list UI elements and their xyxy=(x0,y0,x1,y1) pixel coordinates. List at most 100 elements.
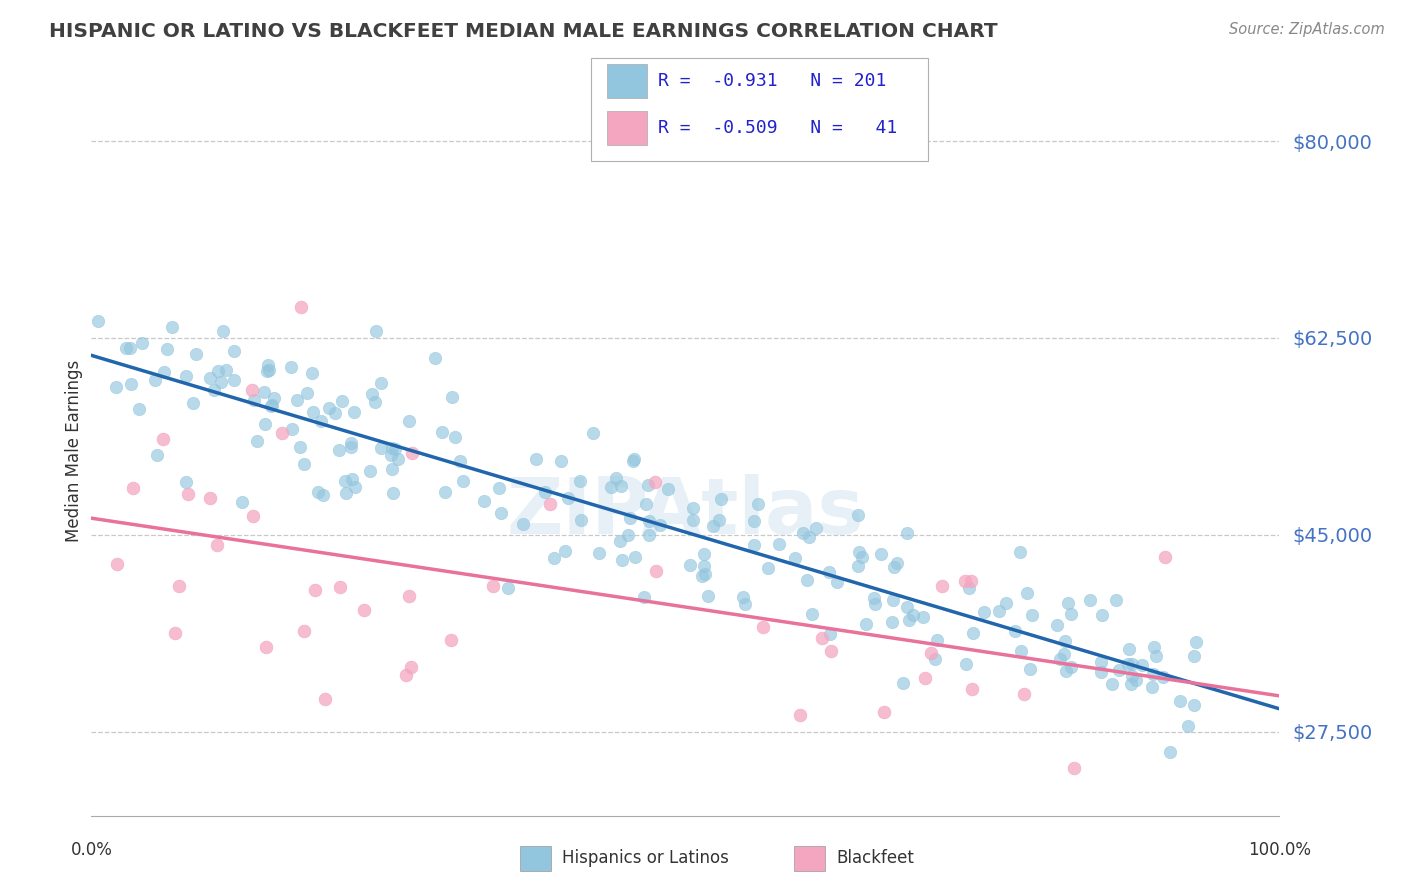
Point xyxy=(702,519,724,533)
Point xyxy=(820,644,842,658)
Point xyxy=(682,513,704,527)
Point xyxy=(962,681,984,696)
Point xyxy=(817,566,839,580)
Point xyxy=(931,579,953,593)
Point xyxy=(1090,665,1112,679)
Text: R =  -0.931   N = 201: R = -0.931 N = 201 xyxy=(658,72,886,90)
Point xyxy=(353,603,375,617)
Point xyxy=(1146,648,1168,663)
Point xyxy=(543,551,565,566)
Point xyxy=(330,394,353,409)
Point xyxy=(1054,634,1077,648)
Point xyxy=(707,513,730,527)
Point xyxy=(200,370,222,384)
Point xyxy=(156,343,179,357)
Point xyxy=(534,484,557,499)
Point xyxy=(153,366,176,380)
Text: 100.0%: 100.0% xyxy=(1249,841,1310,859)
Point xyxy=(489,506,512,520)
Point xyxy=(290,300,312,314)
Point xyxy=(381,441,404,455)
Point xyxy=(1140,680,1163,694)
Point xyxy=(292,457,315,471)
Point xyxy=(1108,663,1130,677)
Point xyxy=(524,452,547,467)
Point xyxy=(863,591,886,605)
Point xyxy=(987,604,1010,618)
Point xyxy=(610,479,633,493)
Point xyxy=(955,657,977,671)
Point xyxy=(366,324,388,338)
Point xyxy=(804,521,827,535)
Point xyxy=(288,440,311,454)
Point xyxy=(605,471,627,485)
Point xyxy=(623,452,645,467)
Point xyxy=(901,607,924,622)
Point xyxy=(398,414,420,428)
Point xyxy=(242,509,264,524)
Point xyxy=(617,528,640,542)
Point xyxy=(648,517,671,532)
Point xyxy=(301,366,323,380)
Point xyxy=(280,359,302,374)
Point xyxy=(880,615,903,630)
Point xyxy=(246,434,269,449)
Point xyxy=(304,582,326,597)
Point xyxy=(742,538,765,552)
Point xyxy=(638,515,661,529)
Point xyxy=(633,590,655,604)
Point xyxy=(800,607,823,622)
Text: HISPANIC OR LATINO VS BLACKFEET MEDIAN MALE EARNINGS CORRELATION CHART: HISPANIC OR LATINO VS BLACKFEET MEDIAN M… xyxy=(49,22,998,41)
Point xyxy=(796,573,818,587)
Point xyxy=(451,474,474,488)
Point xyxy=(768,536,790,550)
Point xyxy=(184,347,207,361)
Point xyxy=(645,565,668,579)
Point xyxy=(960,574,983,588)
Point xyxy=(115,341,138,355)
Point xyxy=(619,510,641,524)
Point xyxy=(253,385,276,400)
Point xyxy=(1015,586,1038,600)
Point xyxy=(962,626,984,640)
Point xyxy=(440,390,463,404)
Point xyxy=(363,395,385,409)
Text: R =  -0.509   N =   41: R = -0.509 N = 41 xyxy=(658,120,897,137)
Point xyxy=(1049,652,1071,666)
Point xyxy=(756,561,779,575)
Point xyxy=(344,480,367,494)
Point xyxy=(1105,593,1128,607)
Point xyxy=(863,597,886,611)
Point xyxy=(263,392,285,406)
Point xyxy=(1063,761,1085,775)
Point xyxy=(582,425,605,440)
Point xyxy=(742,514,765,528)
Point xyxy=(1121,669,1143,683)
Point xyxy=(792,526,814,541)
Point xyxy=(342,472,364,486)
Point xyxy=(1091,607,1114,622)
Point xyxy=(87,314,110,328)
Point xyxy=(176,368,198,383)
Point xyxy=(955,574,977,588)
Point xyxy=(623,549,645,564)
Point xyxy=(328,442,350,457)
Point xyxy=(797,530,820,544)
Point xyxy=(873,705,896,719)
Point xyxy=(260,398,283,412)
Point xyxy=(609,533,631,548)
Point xyxy=(1182,648,1205,663)
Point xyxy=(1012,686,1035,700)
Point xyxy=(644,475,666,490)
Point xyxy=(512,516,534,531)
Point xyxy=(202,383,225,397)
Point xyxy=(731,590,754,604)
Point xyxy=(335,474,357,488)
Point xyxy=(312,488,335,502)
Point xyxy=(973,605,995,619)
Point xyxy=(855,617,877,632)
Point xyxy=(285,392,308,407)
Point xyxy=(1019,662,1042,676)
Point xyxy=(554,544,576,558)
Point xyxy=(1101,677,1123,691)
